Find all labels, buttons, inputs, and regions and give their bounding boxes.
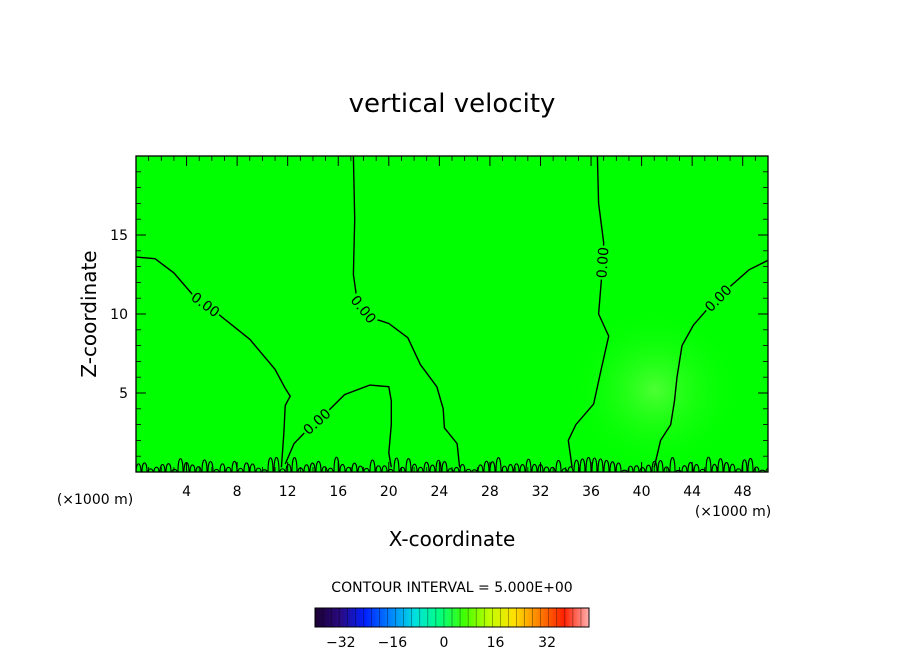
y-axis: 5 10 15: [110, 171, 768, 457]
colorbar-segments: [322, 608, 582, 627]
contour-label-bg: [700, 280, 736, 316]
contour-label-bg: [187, 287, 224, 322]
colorbar-tick-label-0: −32: [326, 635, 356, 651]
colorbar-tick-label-2: 0: [439, 635, 448, 651]
contour-line-4: [653, 259, 768, 468]
x-axis: 4 8 12 16 20 24 28 32 36 40 44 48: [148, 156, 769, 500]
x-unit-label-left: (×1000 m): [57, 492, 133, 508]
chart-title: vertical velocity: [349, 89, 556, 119]
x-tick-label-1: 8: [233, 484, 242, 500]
contour-line-1: [352, 156, 461, 468]
contour-line-0: [136, 256, 292, 468]
x-tick-label-3: 16: [329, 484, 347, 500]
x-axis-label: X-coordinate: [389, 527, 516, 551]
contour-label-bg: [346, 291, 381, 328]
x-tick-label-6: 28: [481, 484, 499, 500]
y-tick-label-0: 5: [119, 386, 128, 402]
contour-label-bg: [593, 245, 612, 281]
contour-label-bg: [298, 404, 335, 439]
colorbar-tick-label-4: 32: [538, 635, 556, 651]
x-tick-label-11: 48: [734, 484, 752, 500]
colorbar-tick-label-1: −16: [378, 635, 408, 651]
contour-lines: [136, 156, 768, 468]
x-tick-label-2: 12: [279, 484, 297, 500]
y-tick-label-1: 10: [110, 307, 128, 323]
y-axis-label: Z-coordinate: [77, 250, 101, 377]
x-tick-label-5: 24: [430, 484, 448, 500]
x-tick-label-7: 32: [532, 484, 550, 500]
x-tick-label-0: 4: [182, 484, 191, 500]
contour-line-3: [567, 156, 610, 468]
x-tick-label-8: 36: [582, 484, 600, 500]
colorbar-tick-label-3: 16: [487, 635, 505, 651]
y-tick-label-2: 15: [110, 228, 128, 244]
x-tick-label-4: 20: [380, 484, 398, 500]
surface-contour-path: [136, 456, 768, 472]
x-unit-label-right: (×1000 m): [695, 504, 771, 520]
colorbar-ticks: −32 −16 0 16 32: [326, 635, 556, 651]
contour-label-3: 0.00: [594, 247, 612, 279]
warm-region: [565, 305, 745, 472]
x-tick-label-10: 44: [683, 484, 701, 500]
x-tick-label-9: 40: [633, 484, 651, 500]
surface-contours: [136, 456, 768, 472]
contour-interval-label: CONTOUR INTERVAL = 5.000E+00: [331, 580, 572, 596]
contour-line-2: [284, 384, 392, 468]
